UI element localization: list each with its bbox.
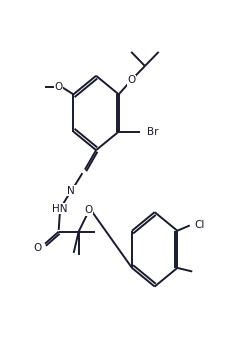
Text: HN: HN xyxy=(52,203,68,213)
Text: O: O xyxy=(54,82,62,92)
Text: O: O xyxy=(33,242,41,252)
Text: Cl: Cl xyxy=(195,220,205,230)
Text: O: O xyxy=(127,75,135,85)
Text: O: O xyxy=(84,205,93,215)
Text: Br: Br xyxy=(147,127,159,137)
Text: N: N xyxy=(67,186,75,196)
